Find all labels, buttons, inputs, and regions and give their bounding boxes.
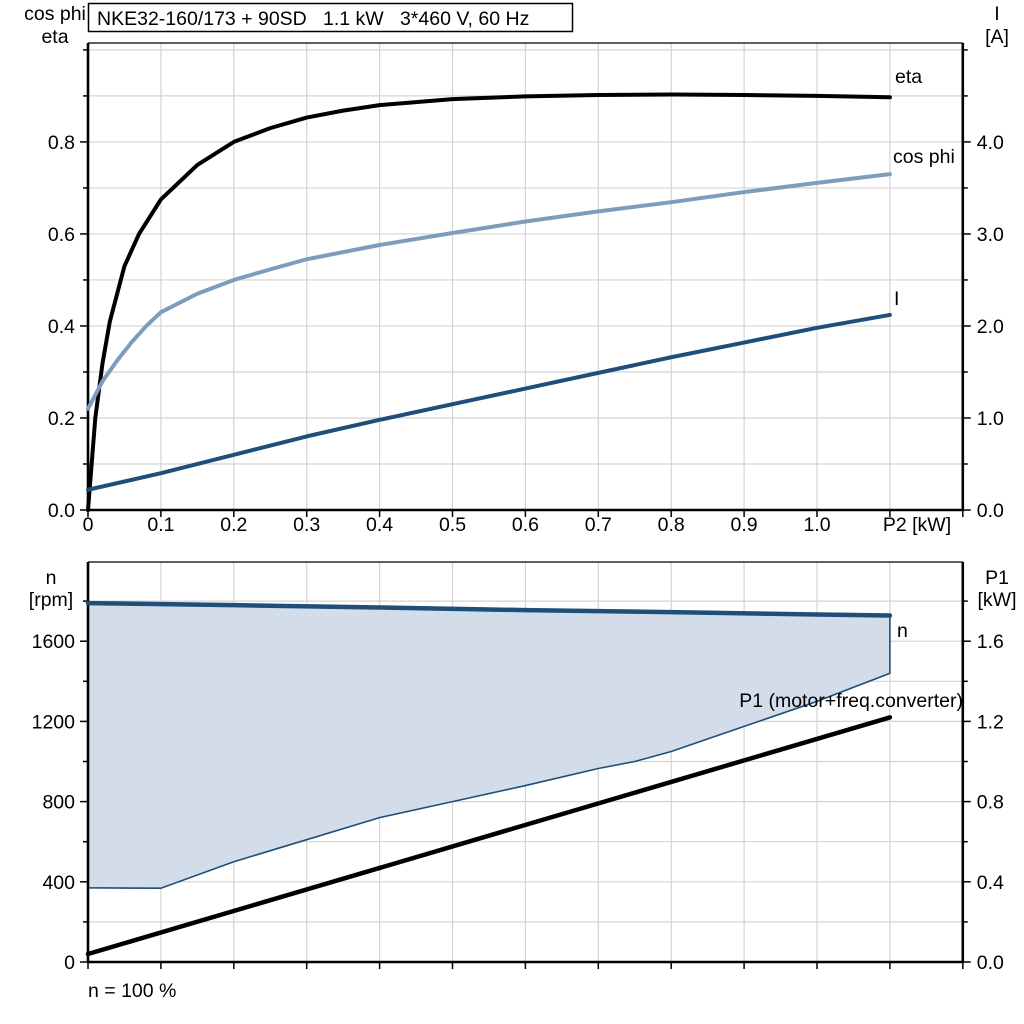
- left-tick-label: 400: [42, 872, 75, 894]
- right-tick-label: 1.6: [977, 631, 1004, 653]
- x-tick-label: 0.4: [366, 514, 393, 536]
- left-tick-label: 1200: [32, 711, 76, 733]
- curve-label-n: n: [897, 620, 908, 642]
- left-tick-label: 0.0: [48, 500, 75, 522]
- left-tick-label: 0.8: [48, 132, 75, 154]
- x-tick-label: 0.3: [293, 514, 320, 536]
- x-tick-label: 0.5: [439, 514, 466, 536]
- curve-P1: [85, 715, 893, 957]
- x-tick-label: 0.8: [658, 514, 685, 536]
- right-tick-label: 0.4: [977, 872, 1004, 894]
- curve-label-cos-phi: cos phi: [893, 146, 955, 168]
- curve-label-i: I: [894, 288, 899, 310]
- left-tick-label: 0.6: [48, 224, 75, 246]
- chart-title: NKE32-160/173 + 90SD 1.1 kW 3*460 V, 60 …: [97, 8, 529, 30]
- top-right-axis-header-i: I: [994, 3, 999, 25]
- curve-I: [86, 312, 892, 492]
- right-tick-label: 1.0: [977, 408, 1004, 430]
- bottom-chart: 0 400 800 1200 1600 0.0 0.4 0.8 1.2 1.6: [32, 561, 1004, 974]
- top-right-axis-header-unit-a: [A]: [985, 26, 1009, 48]
- curve-label-eta: eta: [895, 66, 922, 88]
- x-tick-label: 0.9: [731, 514, 758, 536]
- left-tick-label: 0.2: [48, 408, 75, 430]
- speed-range-band: [87, 602, 891, 890]
- left-tick-label: 0: [64, 952, 75, 974]
- title-box: [87, 2, 574, 33]
- x-axis-title-p2: P2 [kW]: [883, 514, 951, 536]
- left-tick-label: 0.4: [48, 316, 75, 338]
- right-tick-label: 1.2: [977, 711, 1004, 733]
- curve-label-p1-motor-freq-converter: P1 (motor+freq.converter): [739, 690, 963, 712]
- x-tick-label: 1.0: [803, 514, 830, 536]
- x-tick-label: 0.7: [585, 514, 612, 536]
- right-tick-label: 2.0: [977, 316, 1004, 338]
- x-tick-label: 0.6: [512, 514, 539, 536]
- x-tick-label: 0: [83, 514, 94, 536]
- right-tick-label: 0.0: [977, 952, 1004, 974]
- top-chart: 0 0.1 0.2 0.3 0.4 0.5 0.6 0.7 0.8 0.9 1.0 0.0 0.2 0.4…: [48, 42, 1004, 536]
- left-tick-label: 800: [42, 792, 75, 814]
- curve-cos-phi: [86, 172, 892, 411]
- left-tick-label: 1600: [32, 631, 76, 653]
- x-tick-label: 0.1: [147, 514, 174, 536]
- top-left-axis-header-cos-phi: cos phi: [24, 3, 86, 25]
- bottom-left-axis-header-unit-rpm: [rpm]: [29, 589, 73, 611]
- curve-eta: [86, 92, 892, 512]
- bottom-left-axis-header-n: n: [46, 567, 57, 589]
- right-tick-label: 0.0: [977, 500, 1004, 522]
- bottom-right-axis-header-unit-kw: [kW]: [978, 589, 1017, 611]
- right-tick-label: 3.0: [977, 224, 1004, 246]
- top-left-axis-header-eta: eta: [41, 26, 68, 48]
- bottom-right-axis-header-p1: P1: [985, 567, 1009, 589]
- x-tick-label: 0.2: [220, 514, 247, 536]
- footnote-n-100-percent: n = 100 %: [88, 980, 176, 1002]
- curve-n: [85, 600, 893, 618]
- right-tick-label: 0.8: [977, 792, 1004, 814]
- right-tick-label: 4.0: [977, 132, 1004, 154]
